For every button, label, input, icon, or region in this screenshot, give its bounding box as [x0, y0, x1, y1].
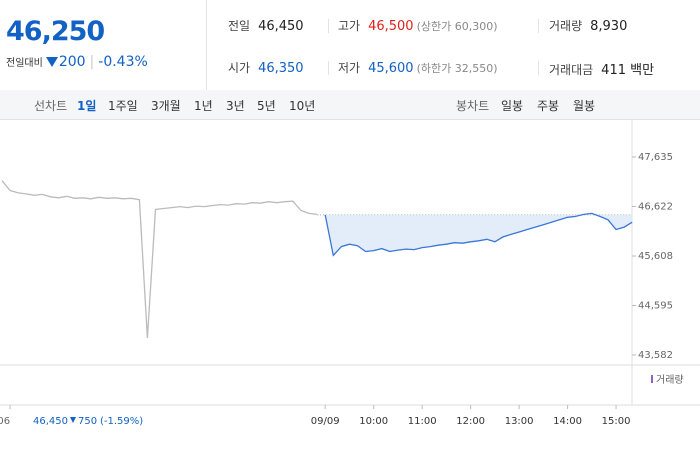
stat-label: 저가: [338, 61, 361, 75]
quote-header: 46,250 전일대비 200 | -0.43% 전일 46,450 고가 46,500(…: [0, 0, 700, 91]
period-tab[interactable]: 1년: [194, 99, 213, 113]
stat-value: 46,450: [258, 19, 304, 34]
stat-value: 46,500: [368, 19, 414, 34]
y-tick-label: 46,622: [638, 201, 673, 212]
tab-label: 봉차트: [456, 99, 490, 113]
stat-value: 8,930: [590, 19, 628, 34]
y-tick-label: 45,608: [638, 251, 673, 262]
x-tick-label: 09/09: [311, 416, 340, 427]
change-label: 전일대비: [6, 58, 43, 69]
stat: 거래량 8,930: [549, 17, 627, 34]
period-tab[interactable]: 5년: [257, 99, 276, 113]
price-line: [1, 180, 318, 339]
stat-note: (상한가 60,300): [416, 20, 498, 33]
current-price-box: 46,250 전일대비 200 | -0.43%: [0, 0, 207, 90]
period-tab[interactable]: 주봉: [537, 99, 560, 113]
stat-label: 거래대금: [549, 63, 594, 77]
tab-label: 선차트: [34, 99, 68, 113]
stat: 시가 46,350: [228, 59, 304, 76]
price-area: [325, 213, 633, 256]
price-chart: 거래량 46,450 750 (-1.59%) 47,635 46,622 45,6…: [0, 120, 700, 427]
x-tick-label: 15:00: [602, 416, 631, 427]
stat-value: 45,600: [368, 61, 414, 76]
stat-label: 시가: [228, 61, 251, 75]
stat-value: 411 백만: [601, 63, 655, 78]
period-tabs: 선차트 1일 1주일 3개월 1년 3년 5년 10년 봉차트 일봉 주봉 월봉: [0, 90, 700, 120]
x-tick-label: 10:00: [359, 416, 388, 427]
period-tab[interactable]: 1일: [77, 99, 97, 113]
stat-label: 고가: [338, 19, 361, 33]
period-tab[interactable]: 월봉: [573, 99, 596, 113]
price-line: [324, 212, 633, 257]
volume-legend-swatch: [651, 375, 653, 383]
x-tick-label: 13:00: [505, 416, 534, 427]
change-row: 전일대비 200 | -0.43%: [6, 54, 148, 70]
stat-note: (하한가 32,550): [416, 62, 498, 75]
down-icon: [70, 417, 76, 423]
current-price: 46,250: [6, 16, 105, 47]
x-tick-label: 12:00: [456, 416, 485, 427]
y-tick-label: 44,595: [638, 301, 673, 312]
stat: 거래대금 411 백만: [549, 59, 654, 78]
change: 200: [58, 54, 86, 70]
x-tick-label: 14:00: [553, 416, 582, 427]
stat-label: 전일: [228, 19, 251, 33]
period-tab[interactable]: 일봉: [501, 99, 524, 113]
down-icon: [45, 57, 58, 67]
stat: 고가 46,500 (상한가 60,300): [338, 17, 498, 34]
prev-close: 46,450: [33, 416, 68, 427]
stat: 전일 46,450: [228, 17, 304, 34]
prev-change: 750: [78, 416, 97, 427]
x-tick-label: 11:00: [408, 416, 437, 427]
change-rate: -0.43%: [98, 54, 148, 70]
y-tick-label: 43,582: [638, 350, 673, 361]
period-tab[interactable]: 3년: [226, 99, 245, 113]
stat-value: 46,350: [258, 61, 304, 76]
period-tab[interactable]: 1주일: [108, 99, 138, 113]
x-tick-label: 09/06: [0, 416, 10, 427]
stat-label: 거래량: [549, 19, 583, 33]
stat: 저가 45,600 (하한가 32,550): [338, 59, 498, 76]
period-tab[interactable]: 10년: [289, 99, 316, 113]
volume-legend: 거래량: [656, 374, 684, 386]
period-tab[interactable]: 3개월: [151, 99, 181, 113]
y-tick-label: 47,635: [638, 152, 673, 163]
prev-rate: (-1.59%): [100, 416, 143, 427]
